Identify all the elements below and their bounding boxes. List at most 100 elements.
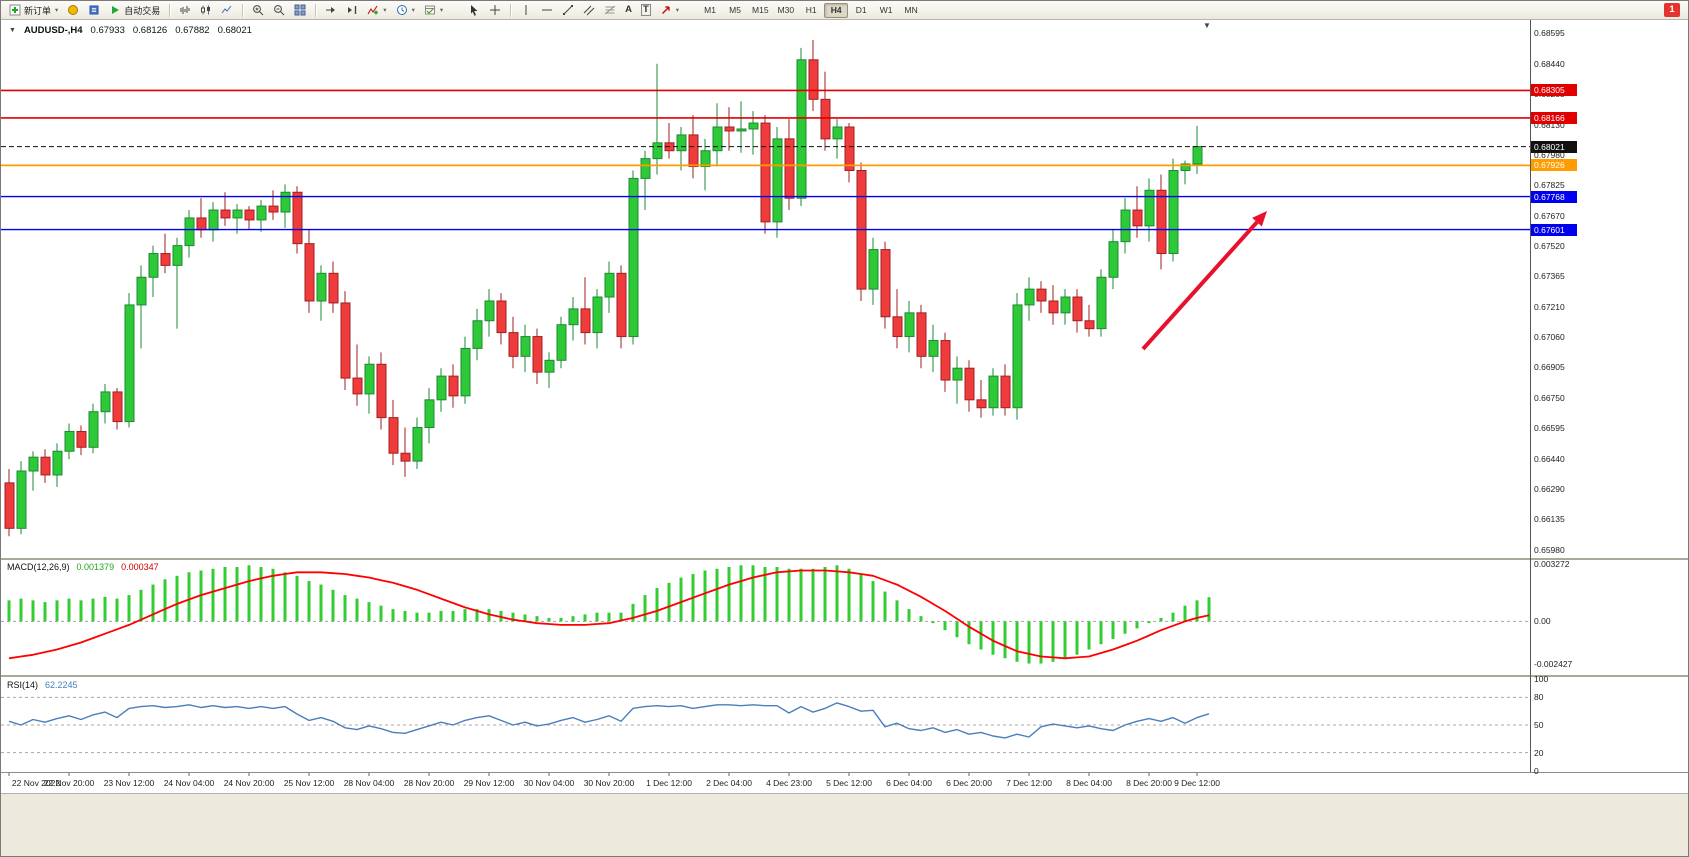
text-button[interactable]: A	[621, 2, 636, 18]
timeframe-M30-button[interactable]: M30	[774, 3, 799, 18]
chart-shift-button[interactable]	[342, 2, 362, 18]
macd-indicator-label: MACD(12,26,9) 0.001379 0.000347	[7, 562, 159, 572]
new-order-button[interactable]: 新订单 ▾	[5, 2, 62, 18]
time-axis-label: 8 Dec 20:00	[1126, 778, 1172, 788]
caret-down-icon: ▾	[675, 7, 680, 14]
auto-scroll-button[interactable]	[321, 2, 341, 18]
tile-windows-button[interactable]	[290, 2, 310, 18]
vertical-line-button[interactable]	[516, 2, 536, 18]
arrows-tool-button[interactable]: ▾	[656, 2, 683, 18]
time-axis-label: 6 Dec 20:00	[946, 778, 992, 788]
price-axis-label: 0.67365	[1534, 271, 1565, 282]
timeframe-H1-button[interactable]: H1	[799, 3, 823, 18]
bar-chart-button[interactable]	[175, 2, 195, 18]
chart-shift-icon	[348, 6, 357, 14]
zoom-out-icon	[274, 5, 285, 16]
rsi-axis-label: 0	[1534, 766, 1539, 776]
macd-main-value: 0.001379	[76, 562, 115, 572]
periods-button[interactable]: ▾	[392, 2, 419, 18]
caret-down-icon: ▾	[439, 7, 444, 14]
chart-ohlc-header: ▼ AUDUSD-,H4 0.67933 0.68126 0.67882 0.6…	[9, 25, 252, 36]
macd-signal-value: 0.000347	[121, 562, 159, 572]
one-click-trading-toggle[interactable]: ▼	[9, 27, 16, 34]
timeframe-D1-button[interactable]: D1	[849, 3, 873, 18]
time-axis-label: 29 Nov 12:00	[463, 778, 515, 788]
price-line-badge: 0.67601	[1531, 223, 1577, 236]
macd-axis-label: -0.002427	[1534, 659, 1573, 669]
price-line-badge: 0.67926	[1531, 159, 1577, 172]
timeframe-M1-button[interactable]: M1	[698, 3, 722, 18]
metaeditor-button[interactable]	[63, 2, 83, 18]
zoom-out-button[interactable]	[269, 2, 289, 18]
indicators-button[interactable]: ▾	[363, 2, 390, 18]
time-axis-label: 4 Dec 23:00	[766, 778, 812, 788]
horizontal-line-button[interactable]	[537, 2, 557, 18]
fibonacci-button[interactable]	[600, 2, 620, 18]
timeframe-MN-button[interactable]: MN	[899, 3, 923, 18]
trend-arrow-annotation[interactable]	[1141, 220, 1259, 351]
market-depth-button[interactable]	[84, 2, 104, 18]
auto-scroll-icon	[326, 7, 336, 13]
time-axis-label: 30 Nov 20:00	[583, 778, 635, 788]
price-line-badge: 0.68305	[1531, 84, 1577, 97]
trendline-button[interactable]	[558, 2, 578, 18]
time-axis-label: 9 Dec 12:00	[1174, 778, 1220, 788]
channel-button[interactable]	[579, 2, 599, 18]
time-axis-label: 6 Dec 04:00	[886, 778, 932, 788]
rsi-axis-label: 100	[1534, 674, 1549, 684]
rsi-indicator-label: RSI(14) 62.2245	[7, 680, 78, 690]
autotrading-button[interactable]: 自动交易	[105, 2, 164, 18]
macd-axis-label: 0.003272	[1534, 559, 1570, 569]
price-axis-label: 0.67060	[1534, 331, 1565, 342]
chevron-down-icon: ▼	[9, 27, 16, 34]
timeframe-M5-button[interactable]: M5	[723, 3, 747, 18]
time-axis-label: 28 Nov 04:00	[343, 778, 395, 788]
crosshair-button[interactable]	[485, 2, 505, 18]
zoom-in-button[interactable]	[248, 2, 268, 18]
timeframe-toolbar: M1 M5 M15 M30 H1 H4 D1 W1 MN	[698, 2, 923, 18]
templates-button[interactable]: ▾	[420, 2, 447, 18]
symbol-period-label: AUDUSD-,H4	[23, 25, 83, 36]
chart-shift-marker[interactable]: ▼	[1203, 21, 1211, 30]
price-axis-label: 0.66750	[1534, 392, 1565, 403]
notification-badge[interactable]: 1	[1664, 3, 1680, 17]
crosshair-icon	[490, 5, 501, 15]
candlestick-chart-icon	[201, 5, 211, 15]
price-axis-label: 0.68440	[1534, 58, 1565, 69]
equidistant-channel-icon	[583, 5, 595, 16]
timeframe-H4-button[interactable]: H4	[824, 2, 849, 18]
new-order-icon	[9, 4, 21, 16]
autotrading-label: 自动交易	[124, 5, 161, 16]
caret-down-icon: ▾	[383, 7, 387, 14]
price-axis-label: 0.65980	[1534, 545, 1565, 556]
time-axis-label: 5 Dec 12:00	[826, 778, 872, 788]
time-axis-label: 25 Nov 12:00	[283, 778, 335, 788]
text-label-button[interactable]: T	[637, 2, 655, 18]
time-axis-label: 7 Dec 12:00	[1006, 778, 1052, 788]
price-axis-label: 0.66440	[1534, 454, 1565, 465]
price-axis-label: 0.67520	[1534, 240, 1565, 251]
text-icon: A	[625, 4, 632, 15]
time-axis-label: 24 Nov 04:00	[163, 778, 215, 788]
timeframe-W1-button[interactable]: W1	[874, 3, 898, 18]
price-axis-label: 0.67210	[1534, 301, 1565, 312]
price-axis-label: 0.66290	[1534, 483, 1565, 494]
macd-axis-label: 0.00	[1534, 616, 1551, 627]
line-chart-button[interactable]	[217, 2, 237, 18]
price-axis-label: 0.66135	[1534, 514, 1565, 525]
toolbar-separator	[169, 3, 171, 17]
timeframe-M15-button[interactable]: M15	[748, 3, 773, 18]
main-toolbar: 新订单 ▾ 自动交易 ▾ ▾ ▾ A T ▾ M1 M5 M15 M30	[1, 1, 1688, 20]
rsi-axis-label: 20	[1534, 747, 1544, 758]
caret-down-icon: ▾	[55, 7, 59, 14]
price-axis-label: 0.68130	[1534, 120, 1565, 131]
rsi-axis-label: 50	[1534, 720, 1544, 730]
zoom-in-icon	[253, 5, 264, 16]
indicators-icon	[367, 5, 379, 15]
toolbar-separator	[510, 3, 512, 17]
cursor-button[interactable]	[464, 2, 484, 18]
candlestick-chart-button[interactable]	[196, 2, 216, 18]
vertical-line-icon	[525, 5, 527, 15]
price-line-badge: 0.67768	[1531, 190, 1577, 203]
